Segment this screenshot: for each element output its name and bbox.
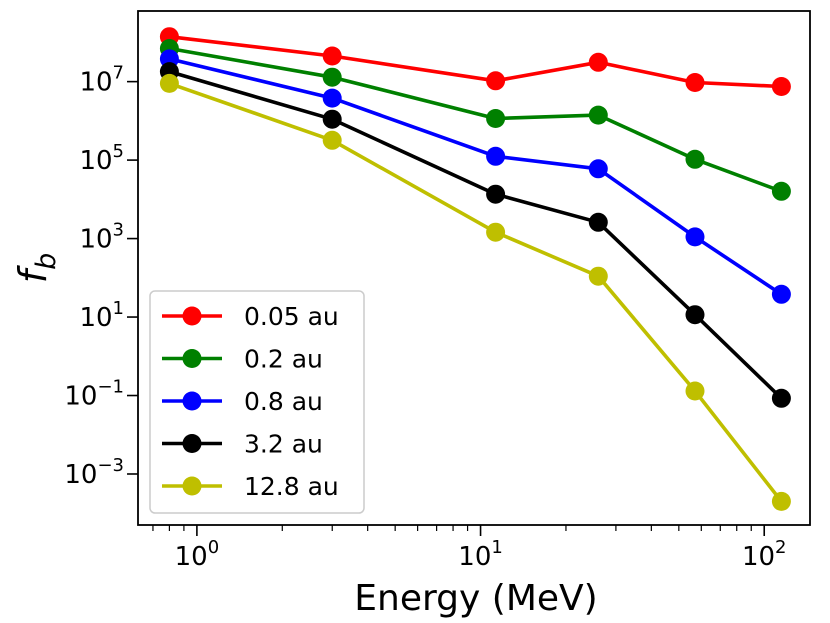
y-tick-label: 10−1 [64, 377, 124, 412]
legend-label: 0.05 au [244, 302, 339, 331]
data-point [588, 266, 608, 286]
series-3-2-au [159, 62, 791, 408]
data-point [771, 77, 791, 96]
legend-label: 0.8 au [244, 387, 323, 416]
data-point [322, 130, 342, 150]
y-axis-label: fb [11, 253, 62, 284]
data-point [486, 71, 506, 91]
data-point [588, 105, 608, 125]
major-ticks [127, 80, 766, 536]
data-point [685, 381, 705, 401]
tick-labels: 100 101 102 107 105 103 101 10−1 10−3 [64, 63, 786, 572]
legend-label: 12.8 au [244, 472, 339, 501]
data-point [486, 109, 506, 128]
data-point [771, 284, 791, 304]
data-point [159, 73, 179, 93]
series-line [169, 46, 783, 193]
data-point [685, 73, 705, 92]
series-line [168, 69, 783, 400]
data-point [322, 67, 342, 87]
legend-entry: 12.8 au [162, 472, 339, 501]
x-minor-ticks [152, 525, 752, 531]
legend-entry: 0.2 au [162, 345, 323, 374]
data-point [588, 52, 608, 72]
x-tick-label: 102 [742, 537, 787, 572]
data-point [771, 491, 791, 511]
legend-entry: 0.05 au [162, 302, 339, 331]
data-point [486, 146, 506, 166]
legend-label: 0.2 au [244, 345, 323, 374]
series-0-8-au [159, 49, 791, 304]
legend-marker [182, 306, 202, 326]
x-axis-label: Energy (MeV) [354, 578, 597, 619]
legend-label: 3.2 au [244, 430, 323, 459]
series-layer [159, 27, 791, 511]
data-point [322, 109, 342, 129]
data-point [685, 149, 705, 169]
data-point [588, 159, 608, 179]
series-12-8-au [159, 73, 791, 511]
x-tick-label: 100 [175, 537, 220, 572]
y-axis-label-subscript: b [31, 253, 62, 270]
x-tick-label: 101 [458, 537, 503, 572]
legend-entry: 0.8 au [162, 387, 323, 416]
series-line [169, 34, 782, 89]
legend-marker [182, 349, 202, 368]
data-point [685, 227, 705, 247]
series-line [168, 81, 783, 503]
data-point [486, 222, 506, 242]
data-point [486, 184, 506, 204]
y-tick-label: 101 [79, 298, 124, 333]
data-point [322, 88, 342, 108]
data-point [771, 181, 791, 201]
data-point [588, 212, 608, 232]
y-tick-label: 107 [79, 63, 124, 98]
legend-marker [182, 391, 202, 411]
y-tick-label: 10−3 [64, 455, 124, 490]
data-point [771, 388, 791, 408]
legend-marker [182, 434, 202, 453]
y-tick-label: 105 [79, 141, 124, 176]
legend-entry: 3.2 au [162, 430, 323, 459]
data-point [685, 305, 705, 325]
series-line [168, 57, 783, 296]
legend-box [149, 290, 365, 514]
data-point [322, 46, 342, 66]
series-0-05-au [159, 27, 791, 96]
legend-marker [182, 476, 202, 496]
plot-frame [137, 10, 811, 526]
legend: 0.05 au 0.2 au 0.8 au 3.2 au 12.8 au [149, 290, 365, 514]
y-tick-label: 103 [79, 220, 124, 255]
series-0-2-au [159, 39, 791, 201]
